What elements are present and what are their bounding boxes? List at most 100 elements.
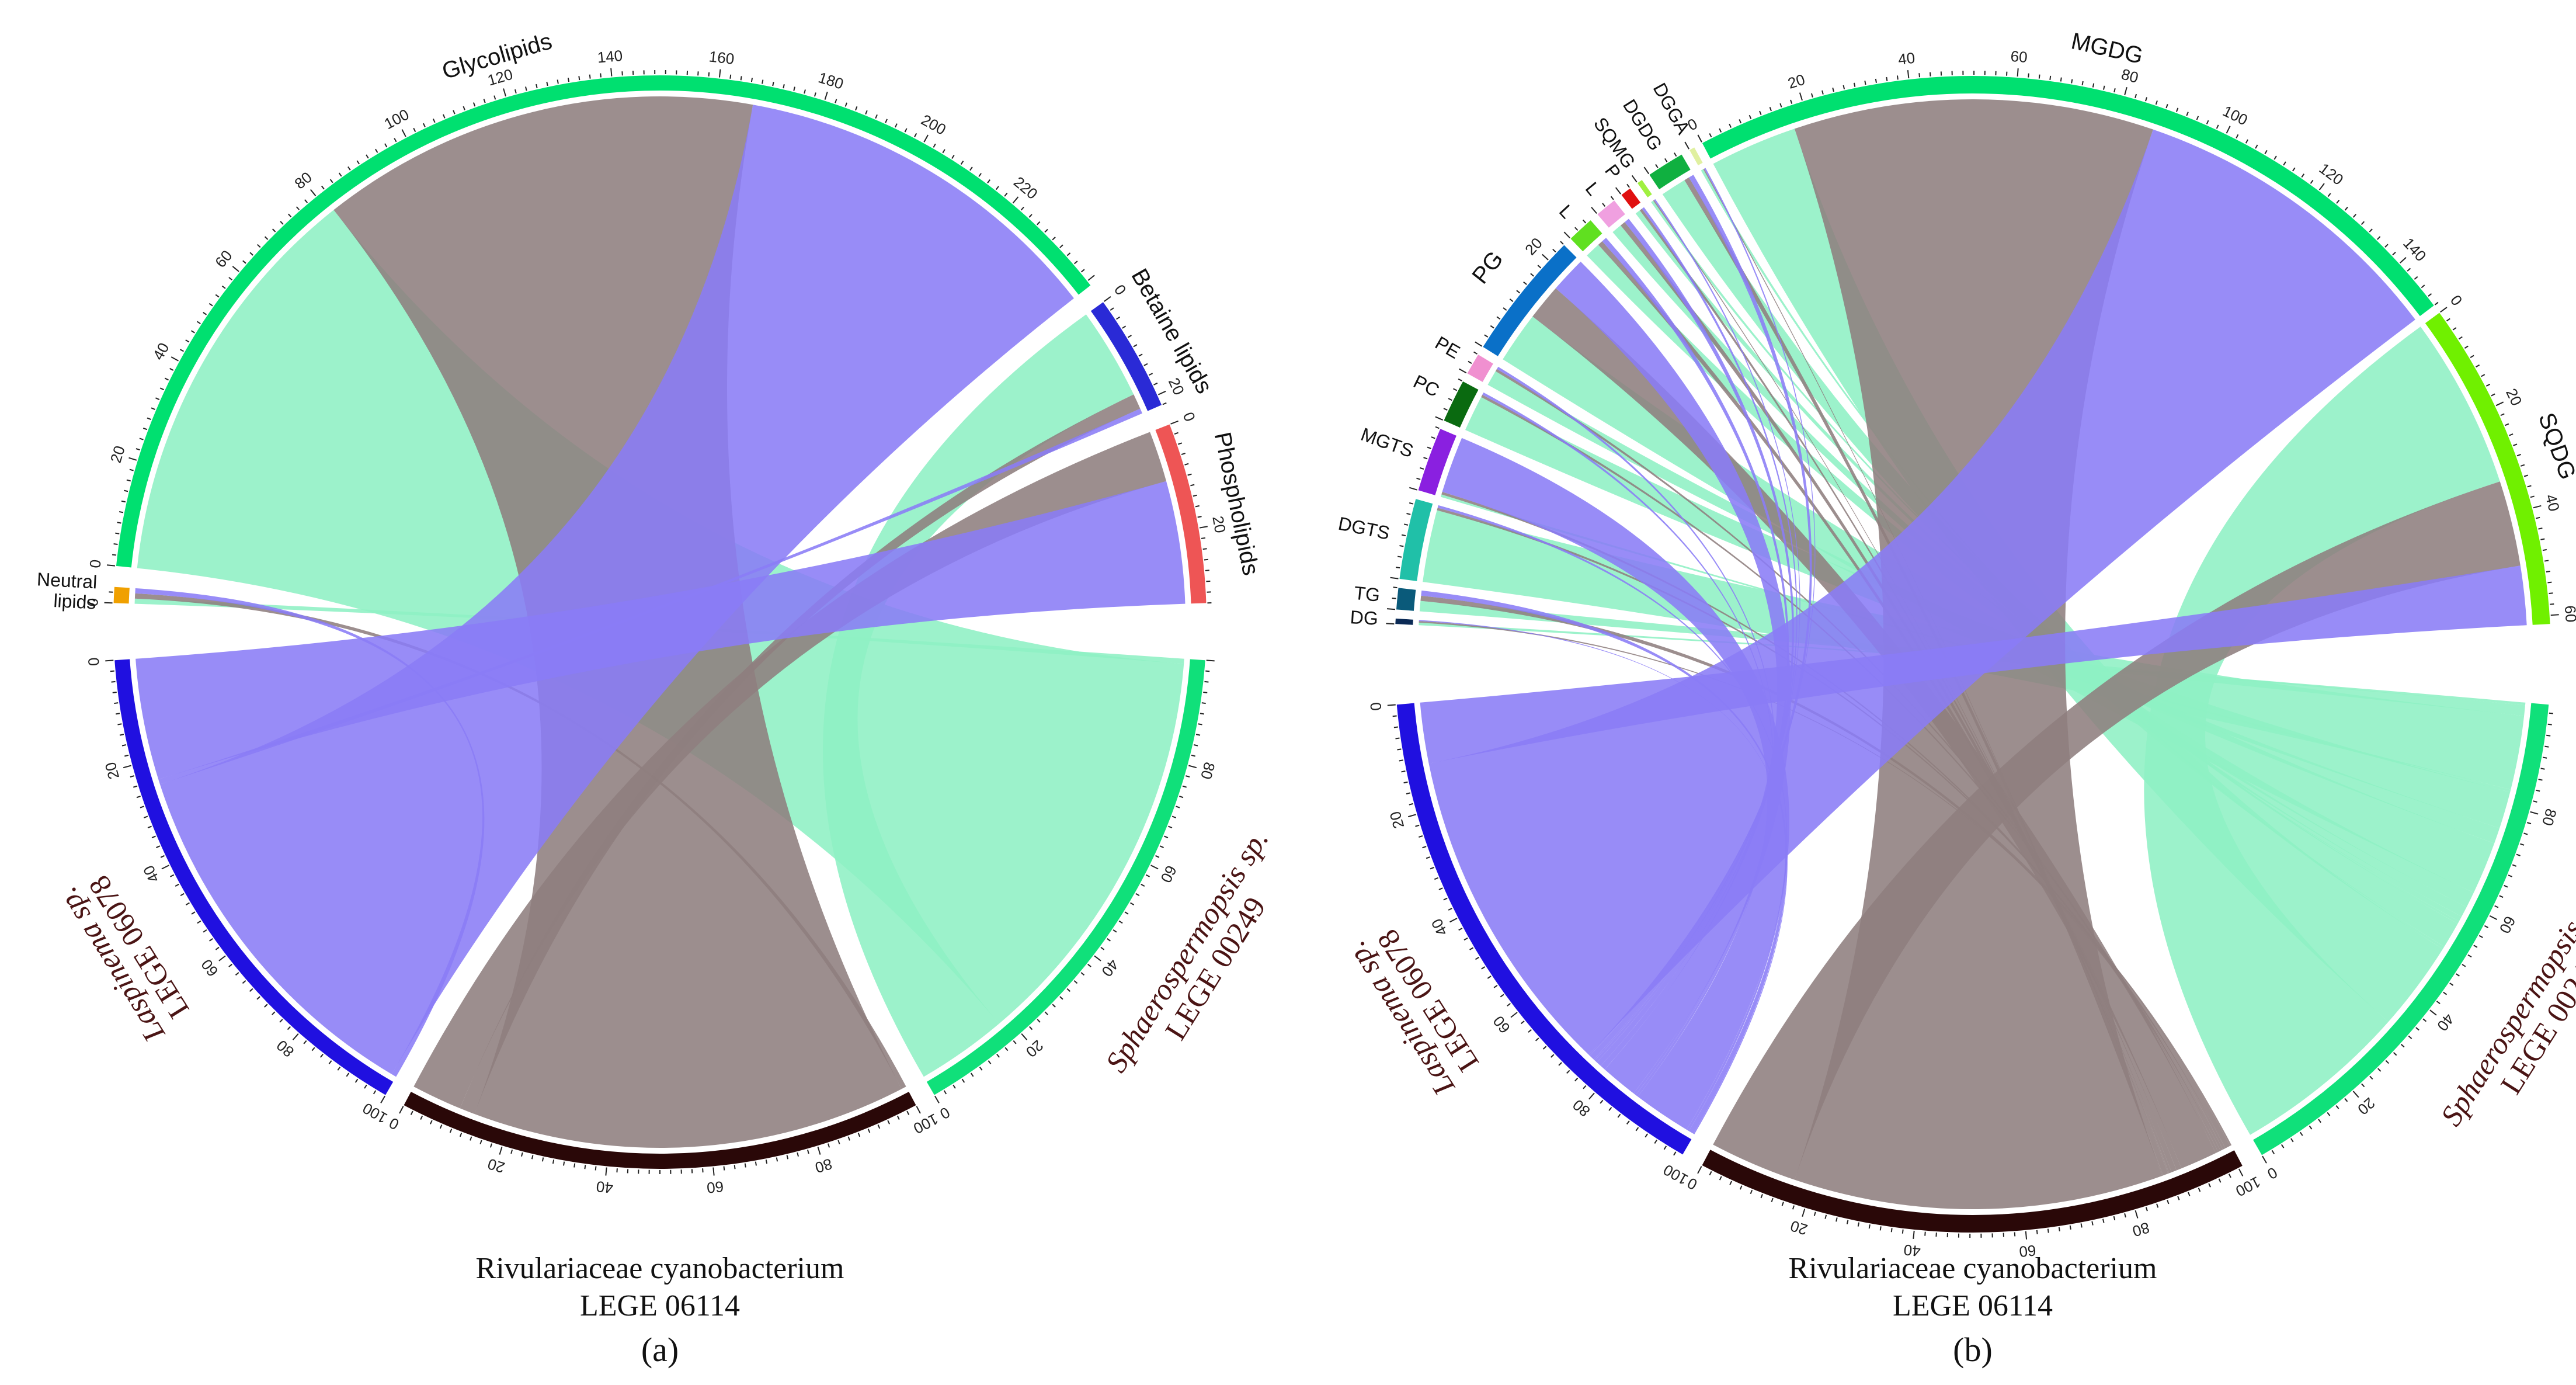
tick-mark xyxy=(837,1140,840,1144)
tick-label: 40 xyxy=(1897,49,1916,68)
tick-mark xyxy=(510,1149,513,1154)
tick-mark xyxy=(827,1143,830,1148)
tick-mark xyxy=(123,765,131,769)
tick-mark xyxy=(356,160,360,165)
tick-mark xyxy=(797,1152,799,1157)
tick-label: 20 xyxy=(1788,1217,1809,1238)
tick-mark xyxy=(373,1090,377,1095)
tick-mark xyxy=(1516,290,1521,294)
tick-mark xyxy=(847,1136,850,1141)
tick-mark xyxy=(1201,537,1206,539)
tick-mark xyxy=(1535,1037,1539,1042)
tick-mark xyxy=(1507,1003,1511,1006)
tick-mark xyxy=(729,74,732,79)
tick-mark xyxy=(1709,133,1712,138)
tick-mark xyxy=(1821,90,1824,95)
tick-mark xyxy=(2476,364,2480,368)
tick-mark xyxy=(1087,275,1095,281)
tick-mark xyxy=(2538,779,2543,781)
tick-mark xyxy=(875,114,878,119)
tick-mark xyxy=(2400,1044,2405,1048)
tick-mark xyxy=(1475,341,1483,347)
tick-label: 200 xyxy=(918,111,948,138)
tick-mark xyxy=(338,172,342,177)
caption-b-line2: LEGE 06114 xyxy=(1893,1289,2053,1322)
tick-mark xyxy=(1028,214,1033,218)
tick-mark xyxy=(1390,577,1399,579)
ribbon-betaine-lipids-to-sphaerospermopsis-sp-lege-00249 xyxy=(823,314,1134,1077)
tick-mark xyxy=(1739,1185,1743,1190)
tick-label: 20 xyxy=(2502,386,2526,408)
tick-mark xyxy=(2218,1178,2222,1183)
tick-mark xyxy=(2546,734,2551,737)
tick-mark xyxy=(155,397,160,400)
tick-mark xyxy=(1918,73,1920,78)
tick-mark xyxy=(2458,336,2463,340)
tick-mark xyxy=(2327,1112,2331,1116)
tick-mark xyxy=(1645,1133,1648,1138)
tick-mark xyxy=(1600,1099,1604,1104)
tick-mark xyxy=(2508,874,2512,877)
tick-mark xyxy=(1617,1113,1621,1118)
tick-mark xyxy=(1588,1092,1595,1100)
tick-mark xyxy=(933,143,936,148)
tick-mark xyxy=(1843,85,1845,89)
class-label-dgts: DGTS xyxy=(1336,513,1391,544)
tick-mark xyxy=(2226,126,2231,134)
tick-label: 40 xyxy=(1428,916,1451,939)
tick-mark xyxy=(2377,1068,2382,1072)
ribbon-pe-to-sphaerospermopsis-sp-lege-00249 xyxy=(1487,371,2500,844)
tick-mark xyxy=(1174,432,1179,435)
tick-mark xyxy=(1673,1151,1677,1156)
tick-mark xyxy=(1448,398,1452,401)
tick-mark xyxy=(1523,281,1527,285)
tick-label: 100 xyxy=(381,105,412,133)
tick-mark xyxy=(1193,494,1197,497)
ribbon-sqdg-to-sphaerospermopsis-sp-lege-00249 xyxy=(2144,327,2500,1135)
tick-mark xyxy=(1475,956,1479,960)
tick-mark xyxy=(1406,792,1411,795)
tick-mark xyxy=(133,785,138,788)
tick-mark xyxy=(159,387,164,391)
tick-mark xyxy=(1393,726,1398,728)
class-label-line: PC xyxy=(1410,371,1442,401)
tick-mark xyxy=(1654,1140,1657,1144)
tick-mark xyxy=(1615,187,1622,195)
tick-label: 160 xyxy=(708,47,735,68)
tick-mark xyxy=(1759,110,1762,115)
ribbons xyxy=(134,96,1186,1148)
tick-mark xyxy=(292,1033,299,1040)
tick-mark xyxy=(1392,597,1396,599)
tick-mark xyxy=(328,1060,332,1064)
tick-mark xyxy=(2436,1001,2441,1004)
tick-mark xyxy=(280,221,284,225)
tick-mark xyxy=(1729,123,1732,128)
tick-mark xyxy=(1164,835,1169,839)
ribbon-mgts-to-laspinema-sp-lege-06078 xyxy=(1442,438,1789,1130)
tick-mark xyxy=(304,199,308,203)
tick-mark xyxy=(914,133,917,137)
tick-mark xyxy=(170,874,175,877)
tick-mark xyxy=(2145,1207,2148,1212)
tick-mark xyxy=(1138,353,1143,357)
tick-mark xyxy=(536,84,538,89)
tick-mark xyxy=(1401,770,1406,773)
tick-mark xyxy=(2422,1018,2427,1022)
tick-mark xyxy=(346,1072,350,1077)
tick-mark xyxy=(2060,77,2062,82)
tick-mark xyxy=(2478,935,2483,938)
tick-mark xyxy=(2408,1035,2412,1039)
class-label-line: L xyxy=(1581,178,1604,200)
tick-mark xyxy=(2336,199,2340,204)
tick-mark xyxy=(272,228,276,232)
tick-mark xyxy=(1181,452,1186,456)
tick-mark xyxy=(2318,1119,2321,1123)
tick-mark xyxy=(1469,947,1474,950)
tick-mark xyxy=(1179,796,1184,799)
tick-label: 180 xyxy=(816,68,846,93)
tick-mark xyxy=(1528,1029,1532,1033)
tick-mark xyxy=(1162,402,1167,405)
tick-mark xyxy=(1409,487,1418,491)
tick-mark xyxy=(1435,426,1440,429)
ribbon-phospholipids-to-rivulariaceae-cyanobacterium-lege-06114 xyxy=(413,432,1167,1109)
